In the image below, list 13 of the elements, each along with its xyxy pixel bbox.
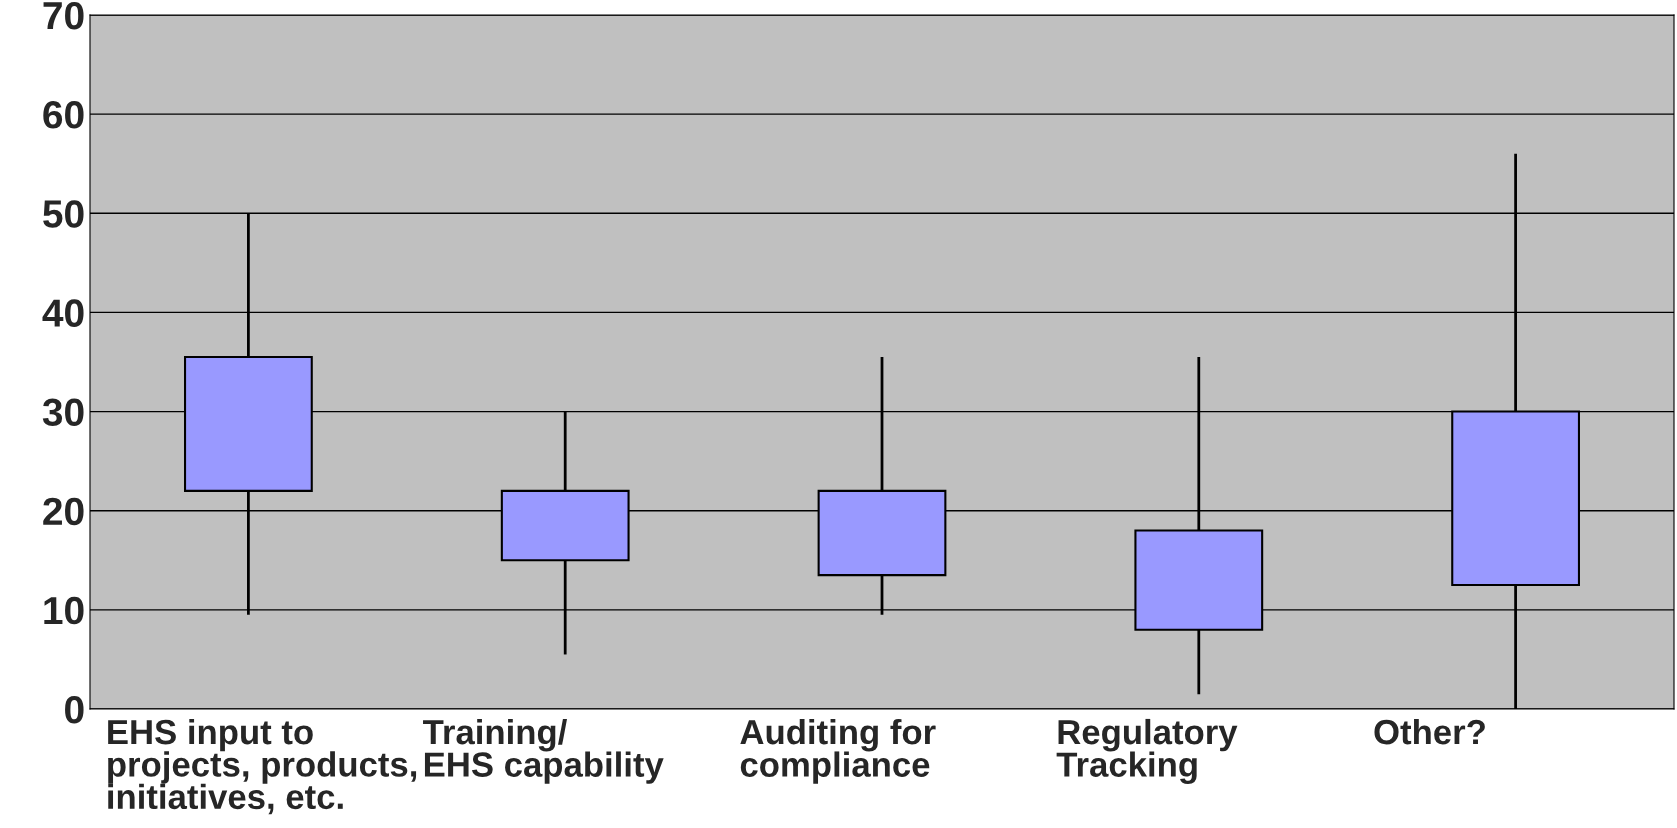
x-tick-label: Training/ EHS capability xyxy=(423,718,664,784)
x-tick-label: Auditing for compliance xyxy=(740,718,936,784)
y-tick-label: 10 xyxy=(44,596,84,625)
x-tick-label: Regulatory Tracking xyxy=(1056,718,1238,784)
y-tick-label: 70 xyxy=(43,1,84,30)
y-tick-label: 50 xyxy=(43,200,84,228)
y-tick-label: 40 xyxy=(42,299,84,327)
y-tick-label: 20 xyxy=(43,497,84,526)
y-tick-label: 0 xyxy=(65,695,84,724)
y-tick-label: 60 xyxy=(43,101,84,129)
y-tick-label: 30 xyxy=(42,398,84,427)
x-tick-label: Other? xyxy=(1374,718,1485,745)
x-tick-label: EHS input to projects, products, initiatives, etc. xyxy=(108,718,417,815)
